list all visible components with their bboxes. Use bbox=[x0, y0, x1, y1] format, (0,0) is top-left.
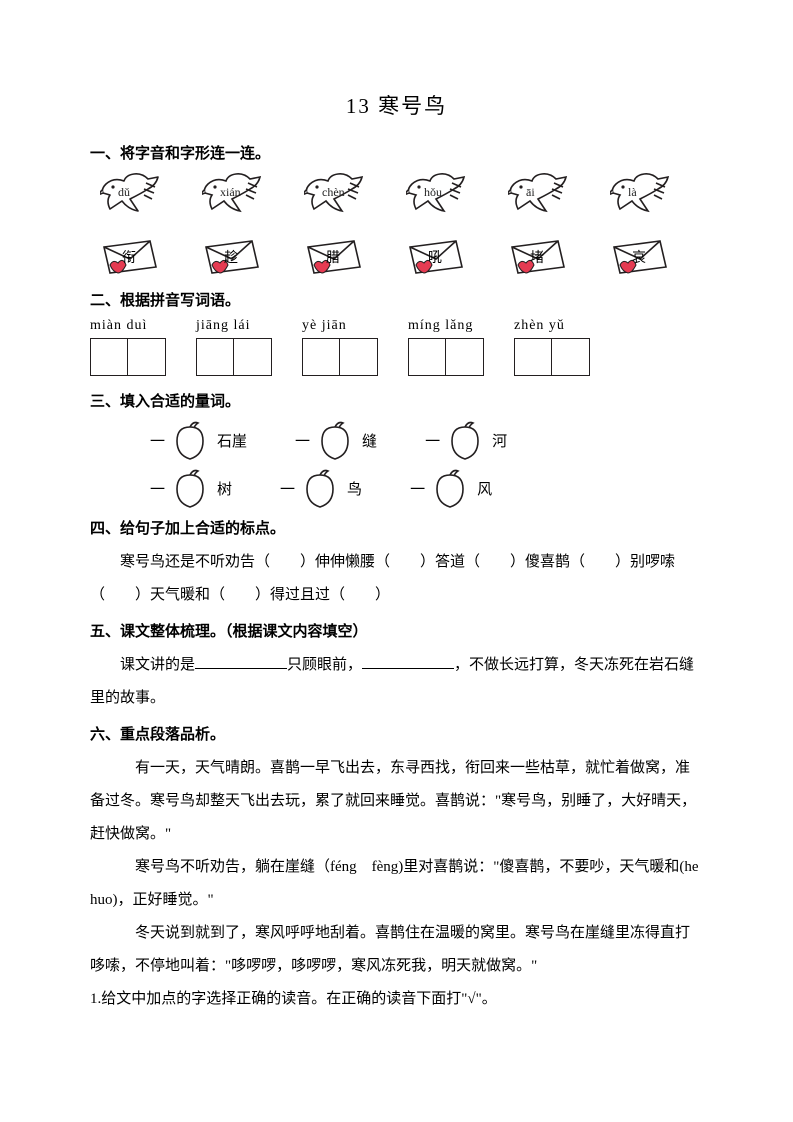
envelope-row: 衔 趁 腊 吼 堵 哀 bbox=[100, 237, 703, 277]
bird-pinyin-2: xián bbox=[220, 185, 241, 200]
s6-p2: 寒号鸟不听劝告，躺在崖缝（féng fèng)里对喜鹊说："傻喜鹊，不要吵，天气… bbox=[90, 851, 703, 917]
bird-icon bbox=[508, 171, 568, 219]
bird-1: dǔ bbox=[100, 171, 160, 219]
measure-item: 一 石崖 bbox=[150, 419, 247, 461]
measure-item: 一 缝 bbox=[295, 419, 377, 461]
section6-heading: 六、重点段落品析。 bbox=[90, 723, 703, 744]
env-char-6: 哀 bbox=[632, 247, 646, 267]
pinyin-item-4: míng lǎng bbox=[408, 318, 484, 376]
s6-p3: 冬天说到就到了，寒风呼呼地刮着。喜鹊住在温暖的窝里。寒号鸟在崖缝里冻得直打哆嗦，… bbox=[90, 917, 703, 983]
bird-pinyin-1: dǔ bbox=[118, 185, 130, 200]
pinyin-text-1: miàn duì bbox=[90, 318, 147, 334]
peach-icon bbox=[314, 419, 356, 461]
env-char-2: 趁 bbox=[224, 247, 238, 267]
env-char-4: 吼 bbox=[428, 247, 442, 267]
measure-post: 风 bbox=[477, 478, 492, 499]
envelope-5: 堵 bbox=[508, 237, 568, 277]
bird-pinyin-6: là bbox=[628, 185, 637, 200]
section2-heading: 二、根据拼音写词语。 bbox=[90, 289, 703, 310]
bird-pinyin-4: hǒu bbox=[424, 185, 442, 200]
measure-row-1: 一 石崖 一 缝 一 河 bbox=[150, 419, 703, 461]
section3-heading: 三、填入合适的量词。 bbox=[90, 390, 703, 411]
bird-icon bbox=[610, 171, 670, 219]
answer-box[interactable] bbox=[302, 338, 378, 376]
pinyin-row: miàn duì jiāng lái yè jiān míng lǎng zhè… bbox=[90, 318, 703, 376]
s6-q1: 1.给文中加点的字选择正确的读音。在正确的读音下面打"√"。 bbox=[90, 983, 703, 1016]
peach-icon bbox=[429, 467, 471, 509]
blank-2[interactable] bbox=[362, 654, 454, 669]
section4-line: 寒号鸟还是不听劝告（ ）伸伸懒腰（ ）答道（ ）傻喜鹊（ ）别啰嗦（ ）天气暖和… bbox=[90, 546, 703, 612]
peach-icon bbox=[169, 467, 211, 509]
answer-box[interactable] bbox=[514, 338, 590, 376]
pinyin-item-1: miàn duì bbox=[90, 318, 166, 376]
bird-6: là bbox=[610, 171, 670, 219]
answer-box[interactable] bbox=[90, 338, 166, 376]
pinyin-text-4: míng lǎng bbox=[408, 318, 473, 334]
pinyin-text-5: zhèn yǔ bbox=[514, 318, 565, 334]
measure-post: 鸟 bbox=[347, 478, 362, 499]
bird-pinyin-5: āi bbox=[526, 185, 535, 200]
bird-4: hǒu bbox=[406, 171, 466, 219]
bird-2: xián bbox=[202, 171, 262, 219]
pinyin-item-3: yè jiān bbox=[302, 318, 378, 376]
peach-icon bbox=[299, 467, 341, 509]
measure-item: 一 树 bbox=[150, 467, 232, 509]
envelope-6: 哀 bbox=[610, 237, 670, 277]
measure-row-2: 一 树 一 鸟 一 风 bbox=[150, 467, 703, 509]
measure-pre: 一 bbox=[150, 478, 165, 499]
measure-post: 缝 bbox=[362, 430, 377, 451]
measure-post: 石崖 bbox=[217, 430, 247, 451]
section4-heading: 四、给句子加上合适的标点。 bbox=[90, 517, 703, 538]
pinyin-text-2: jiāng lái bbox=[196, 318, 251, 334]
pinyin-item-2: jiāng lái bbox=[196, 318, 272, 376]
section5-heading: 五、课文整体梳理。（根据课文内容填空） bbox=[90, 620, 703, 641]
s5-pre: 课文讲的是 bbox=[120, 657, 195, 673]
measure-post: 树 bbox=[217, 478, 232, 499]
pinyin-item-5: zhèn yǔ bbox=[514, 318, 590, 376]
measure-item: 一 鸟 bbox=[280, 467, 362, 509]
bird-icon bbox=[100, 171, 160, 219]
bird-3: chèn bbox=[304, 171, 364, 219]
section5-para: 课文讲的是只顾眼前，，不做长远打算，冬天冻死在岩石缝里的故事。 bbox=[90, 649, 703, 715]
env-char-3: 腊 bbox=[326, 247, 340, 267]
measure-pre: 一 bbox=[280, 478, 295, 499]
env-char-5: 堵 bbox=[530, 247, 544, 267]
envelope-3: 腊 bbox=[304, 237, 364, 277]
peach-icon bbox=[169, 419, 211, 461]
bird-pinyin-3: chèn bbox=[322, 185, 345, 200]
s5-mid: 只顾眼前， bbox=[287, 657, 362, 673]
measure-pre: 一 bbox=[150, 430, 165, 451]
measure-pre: 一 bbox=[295, 430, 310, 451]
peach-icon bbox=[444, 419, 486, 461]
measure-post: 河 bbox=[492, 430, 507, 451]
measure-pre: 一 bbox=[410, 478, 425, 499]
blank-1[interactable] bbox=[195, 654, 287, 669]
section1-heading: 一、将字音和字形连一连。 bbox=[90, 142, 703, 163]
page-title: 13 寒号鸟 bbox=[90, 90, 703, 120]
envelope-1: 衔 bbox=[100, 237, 160, 277]
s6-p1: 有一天，天气晴朗。喜鹊一早飞出去，东寻西找，衔回来一些枯草，就忙着做窝，准备过冬… bbox=[90, 752, 703, 851]
envelope-2: 趁 bbox=[202, 237, 262, 277]
measure-item: 一 风 bbox=[410, 467, 492, 509]
bird-5: āi bbox=[508, 171, 568, 219]
measure-block: 一 石崖 一 缝 一 河 一 树 一 bbox=[150, 419, 703, 509]
pinyin-text-3: yè jiān bbox=[302, 318, 347, 334]
env-char-1: 衔 bbox=[122, 247, 136, 267]
measure-item: 一 河 bbox=[425, 419, 507, 461]
answer-box[interactable] bbox=[196, 338, 272, 376]
measure-pre: 一 bbox=[425, 430, 440, 451]
worksheet-page: 13 寒号鸟 一、将字音和字形连一连。 dǔ xián chèn hǒu āi bbox=[0, 0, 793, 1066]
envelope-4: 吼 bbox=[406, 237, 466, 277]
answer-box[interactable] bbox=[408, 338, 484, 376]
bird-row: dǔ xián chèn hǒu āi là bbox=[100, 171, 703, 219]
